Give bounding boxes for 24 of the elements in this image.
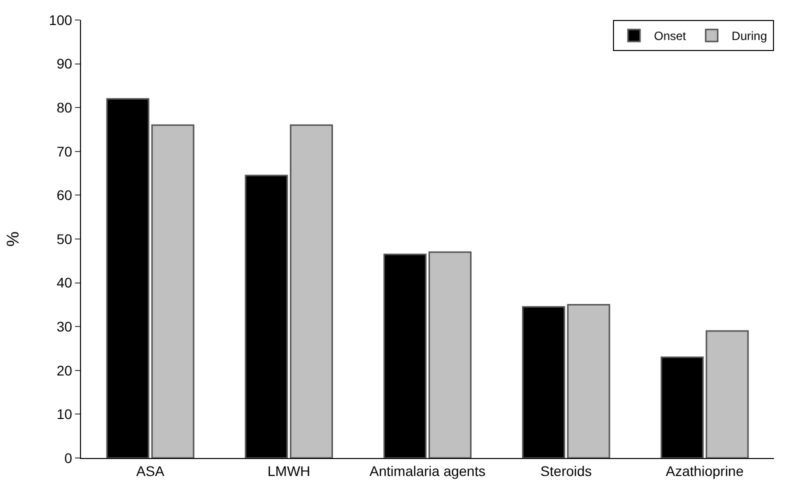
- x-tick-label: Steroids: [540, 462, 592, 479]
- y-axis-title: %: [3, 231, 22, 247]
- legend-label: Onset: [654, 29, 687, 44]
- bar: [567, 304, 610, 458]
- y-tick-label: 40: [56, 274, 72, 291]
- y-tick-label: 70: [56, 143, 72, 160]
- y-tick-label: 20: [56, 362, 72, 378]
- x-tick-label: Antimalaria agents: [370, 462, 486, 479]
- bar: [151, 124, 194, 458]
- y-tick-label: 60: [56, 187, 72, 204]
- x-tick-label: ASA: [136, 462, 165, 479]
- y-tick-label: 80: [56, 100, 72, 116]
- y-tick-label: 10: [56, 406, 72, 422]
- x-tick-label: Azathioprine: [666, 462, 744, 479]
- legend-label: During: [732, 29, 768, 44]
- x-tick-label: LMWH: [268, 462, 310, 479]
- y-tick-label: 100: [48, 12, 72, 28]
- y-tick-label: 50: [56, 230, 72, 247]
- y-tick-label: 90: [56, 56, 72, 72]
- bar: [428, 251, 472, 458]
- y-tick-label: 0: [64, 450, 72, 466]
- bar: [706, 330, 749, 458]
- y-tick-label: 30: [56, 318, 72, 334]
- bar: [290, 124, 333, 458]
